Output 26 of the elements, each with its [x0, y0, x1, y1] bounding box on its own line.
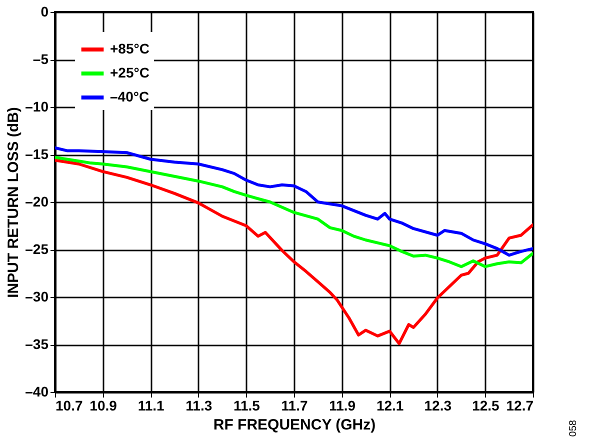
y-tick-label: –25 — [25, 241, 49, 257]
x-tick-label: 11.1 — [138, 398, 165, 414]
legend-label: +25°C — [110, 64, 150, 80]
x-tick-label: 11.7 — [281, 398, 308, 414]
x-tick-label: 11.9 — [329, 398, 356, 414]
x-tick-label: 12.7 — [506, 398, 534, 414]
x-tick-label: 11.3 — [186, 398, 212, 414]
y-tick-label: 0 — [40, 4, 49, 20]
y-tick-label: –20 — [25, 194, 49, 210]
y-tick-label: –5 — [32, 51, 49, 67]
y-tick-label: –15 — [25, 146, 49, 162]
y-tick-label: –40 — [25, 384, 49, 400]
x-tick-label: 10.7 — [56, 398, 83, 414]
y-axis-title: INPUT RETURN LOSS (dB) — [5, 107, 22, 298]
x-tick-label: 10.9 — [90, 398, 118, 414]
x-axis-title: RF FREQUENCY (GHz) — [213, 416, 376, 434]
y-tick-label: –10 — [25, 98, 49, 114]
y-tick-label: –30 — [25, 288, 49, 304]
legend-label: –40°C — [110, 88, 150, 104]
legend-label: +85°C — [110, 40, 150, 56]
x-tick-label: 12.5 — [472, 398, 500, 414]
x-tick-label: 12.1 — [376, 398, 404, 414]
x-tick-label: 11.5 — [233, 398, 260, 414]
x-tick-label: 12.3 — [424, 398, 452, 414]
y-tick-label: –35 — [25, 336, 49, 352]
text: 058 — [568, 420, 579, 437]
